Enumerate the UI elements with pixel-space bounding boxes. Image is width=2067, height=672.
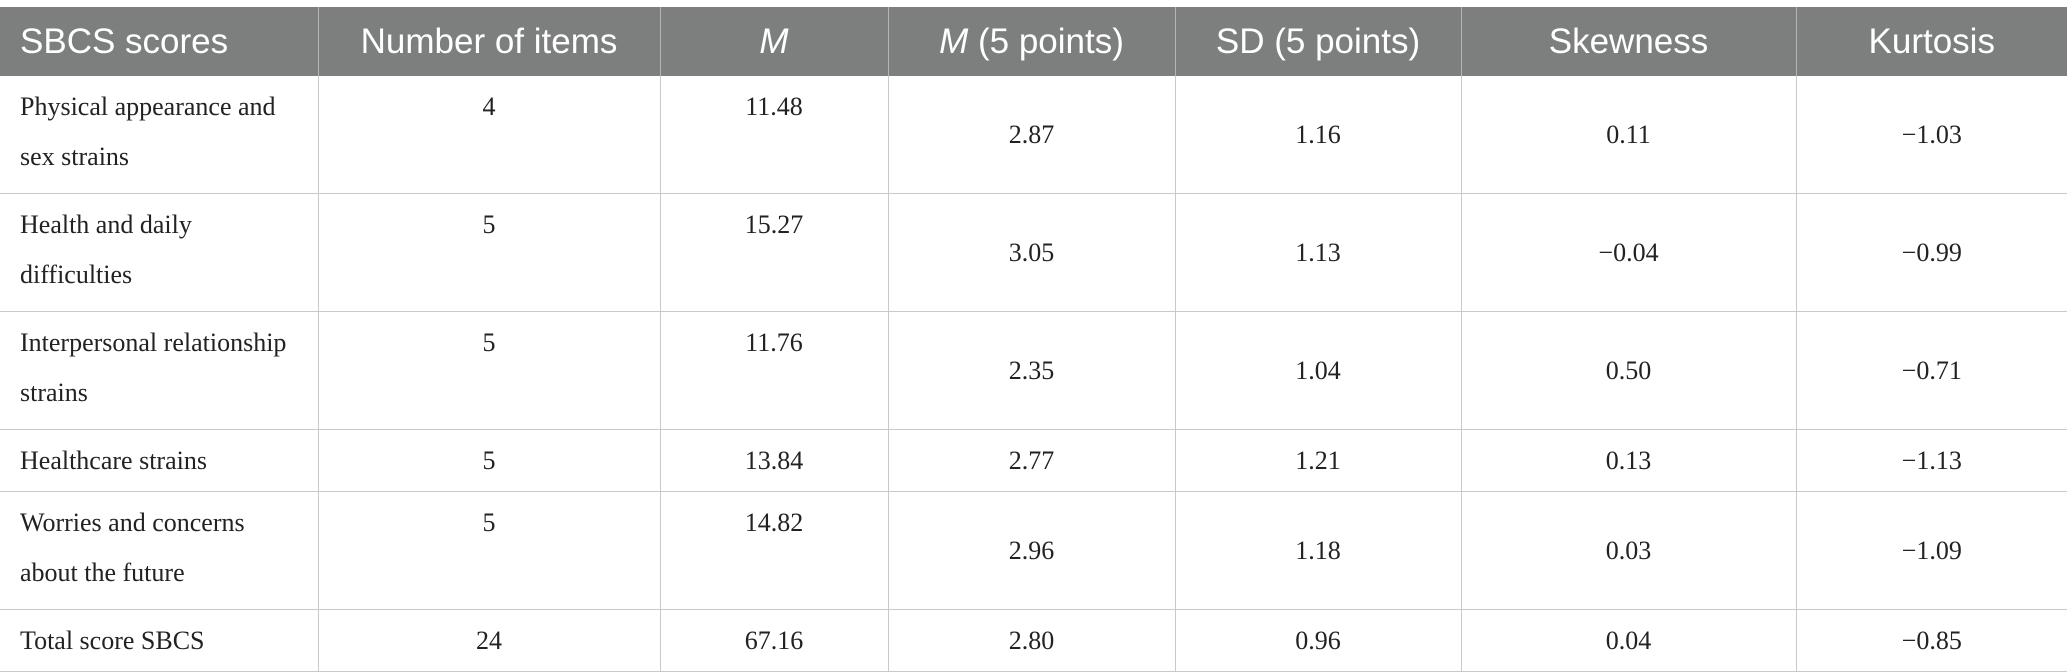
header-m-5-points-italic: M xyxy=(939,21,969,61)
cell-m-5-points: 2.35 xyxy=(888,311,1176,430)
header-sbcs-scores: SBCS scores xyxy=(0,7,319,76)
cell-m: 67.16 xyxy=(660,609,889,672)
cell-m: 11.76 xyxy=(660,311,889,430)
row-label: Health and daily difficulties xyxy=(0,193,319,312)
cell-sd-5-points: 1.21 xyxy=(1175,429,1462,492)
cell-skewness: 0.04 xyxy=(1461,609,1797,672)
header-m: M xyxy=(660,7,889,76)
cell-sd-5-points: 1.13 xyxy=(1175,193,1462,312)
row-label: Worries and concerns about the future xyxy=(0,491,319,610)
row-label: Interpersonal relationship strains xyxy=(0,311,319,430)
cell-sd-5-points: 1.16 xyxy=(1175,76,1462,194)
cell-kurtosis: −1.09 xyxy=(1796,491,2067,610)
cell-skewness: 0.50 xyxy=(1461,311,1797,430)
cell-kurtosis: −1.13 xyxy=(1796,429,2067,492)
cell-number-of-items: 5 xyxy=(318,193,661,312)
cell-m: 11.48 xyxy=(660,76,889,194)
table-row: Interpersonal relationship strains 5 11.… xyxy=(0,311,2067,430)
table-row: Healthcare strains 5 13.84 2.77 1.21 0.1… xyxy=(0,429,2067,492)
cell-number-of-items: 5 xyxy=(318,429,661,492)
header-m-5-points-rest: (5 points) xyxy=(968,21,1124,61)
table-row: Worries and concerns about the future 5 … xyxy=(0,491,2067,610)
header-m-5-points: M (5 points) xyxy=(888,7,1176,76)
cell-kurtosis: −1.03 xyxy=(1796,76,2067,194)
table-row: Total score SBCS 24 67.16 2.80 0.96 0.04… xyxy=(0,609,2067,672)
cell-skewness: 0.03 xyxy=(1461,491,1797,610)
cell-m-5-points: 2.80 xyxy=(888,609,1176,672)
cell-kurtosis: −0.71 xyxy=(1796,311,2067,430)
cell-number-of-items: 24 xyxy=(318,609,661,672)
cell-kurtosis: −0.85 xyxy=(1796,609,2067,672)
cell-sd-5-points: 1.04 xyxy=(1175,311,1462,430)
cell-m: 15.27 xyxy=(660,193,889,312)
row-label: Healthcare strains xyxy=(0,429,319,492)
cell-m-5-points: 3.05 xyxy=(888,193,1176,312)
cell-sd-5-points: 1.18 xyxy=(1175,491,1462,610)
cell-m-5-points: 2.77 xyxy=(888,429,1176,492)
cell-number-of-items: 4 xyxy=(318,76,661,194)
table-row: Physical appearance and sex strains 4 11… xyxy=(0,76,2067,194)
cell-m-5-points: 2.96 xyxy=(888,491,1176,610)
cell-number-of-items: 5 xyxy=(318,311,661,430)
cell-skewness: 0.11 xyxy=(1461,76,1797,194)
header-kurtosis: Kurtosis xyxy=(1796,7,2067,76)
cell-skewness: 0.13 xyxy=(1461,429,1797,492)
table-header-row: SBCS scores Number of items M M (5 point… xyxy=(0,7,2067,76)
row-label: Physical appearance and sex strains xyxy=(0,76,319,194)
cell-m: 13.84 xyxy=(660,429,889,492)
cell-number-of-items: 5 xyxy=(318,491,661,610)
row-label: Total score SBCS xyxy=(0,609,319,672)
sbcs-table-container: SBCS scores Number of items M M (5 point… xyxy=(0,7,2067,672)
header-skewness: Skewness xyxy=(1461,7,1797,76)
cell-kurtosis: −0.99 xyxy=(1796,193,2067,312)
cell-skewness: −0.04 xyxy=(1461,193,1797,312)
cell-sd-5-points: 0.96 xyxy=(1175,609,1462,672)
header-sd-5-points: SD (5 points) xyxy=(1175,7,1462,76)
header-number-of-items: Number of items xyxy=(318,7,661,76)
table-row: Health and daily difficulties 5 15.27 3.… xyxy=(0,193,2067,312)
cell-m-5-points: 2.87 xyxy=(888,76,1176,194)
sbcs-scores-table: SBCS scores Number of items M M (5 point… xyxy=(0,7,2067,672)
cell-m: 14.82 xyxy=(660,491,889,610)
